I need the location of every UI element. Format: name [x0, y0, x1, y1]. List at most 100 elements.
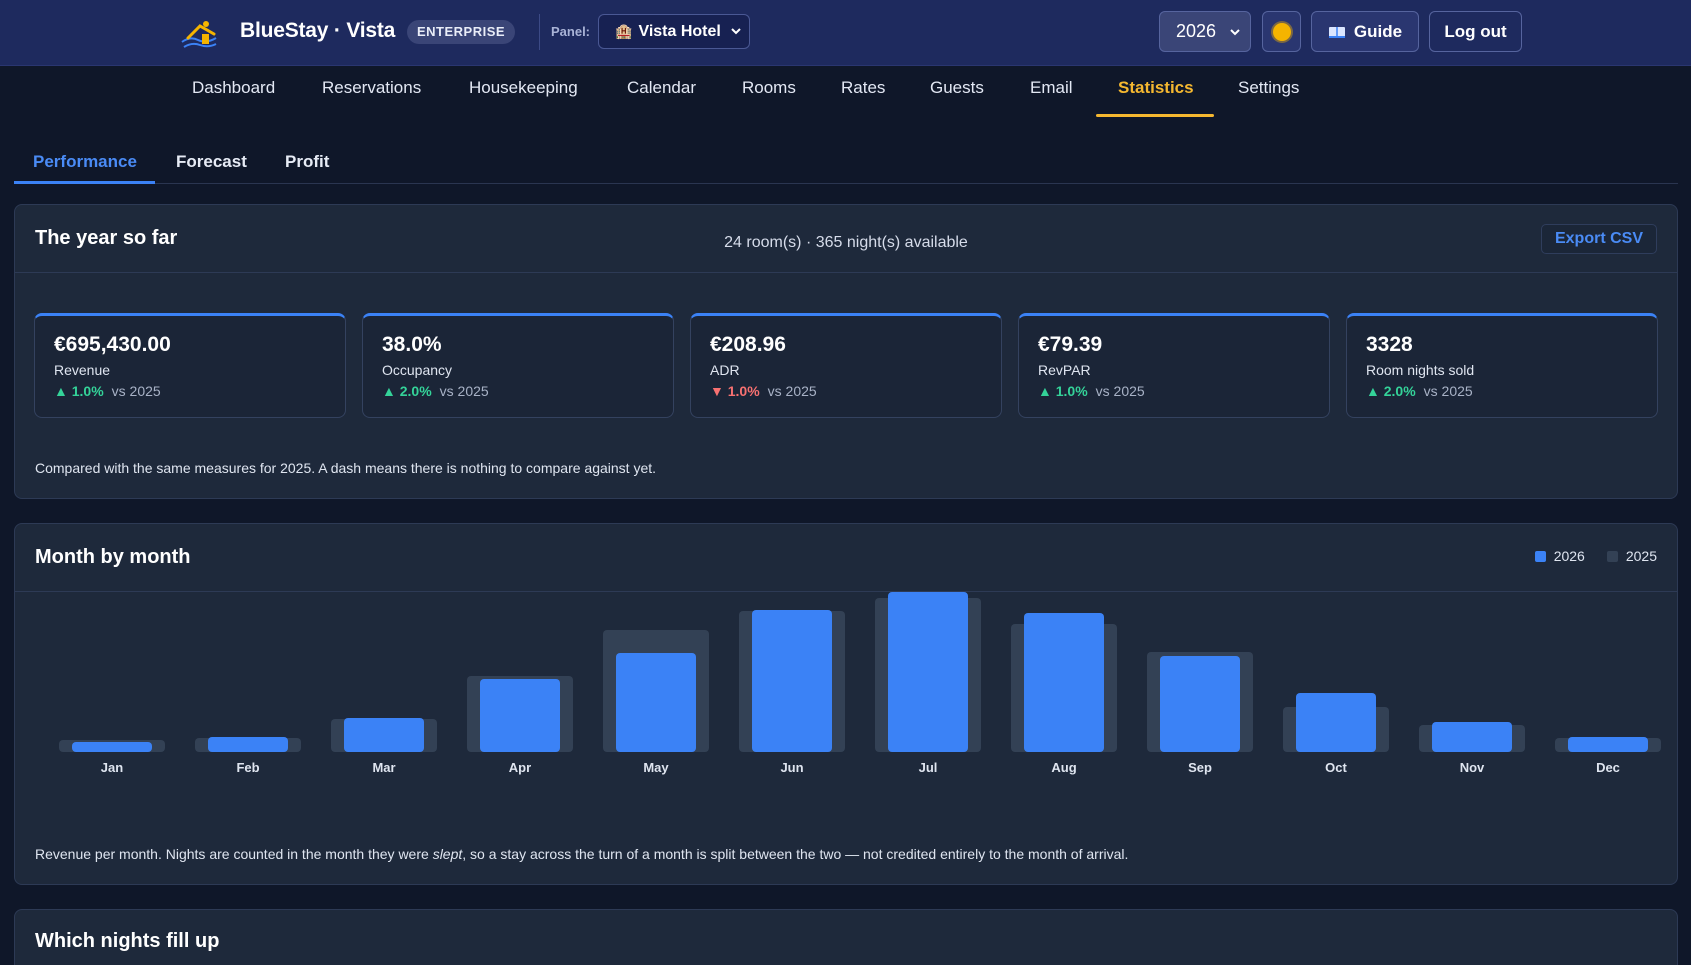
panel-label: Panel: — [551, 24, 591, 39]
nav-settings[interactable]: Settings — [1238, 78, 1300, 97]
chevron-down-icon — [1230, 29, 1240, 36]
guide-button-label: Guide — [1353, 21, 1403, 41]
kpi-adr: €208.96 ADR ▼ 1.0% vs 2025 — [690, 313, 1002, 418]
header-divider — [539, 14, 540, 50]
panel-select-value: Vista Hotel — [638, 22, 721, 40]
guide-button[interactable]: Guide — [1311, 11, 1419, 52]
tab-performance[interactable]: Performance — [33, 152, 137, 171]
x-tick-label: Jun — [780, 760, 803, 775]
export-csv-button[interactable]: Export CSV — [1540, 224, 1657, 254]
bar-2026-aug — [1024, 613, 1104, 752]
kpi-change: ▲ 2.0% vs 2025 — [382, 383, 489, 399]
plan-badge: ENTERPRISE — [407, 20, 516, 44]
panel-select[interactable]: 🏨 Vista Hotel — [598, 14, 750, 49]
nav-dashboard[interactable]: Dashboard — [192, 78, 276, 97]
tab-profit[interactable]: Profit — [285, 152, 330, 171]
nav-email[interactable]: Email — [1030, 78, 1073, 97]
kpi-label: RevPAR — [1038, 362, 1091, 378]
hotel-icon: 🏨 — [615, 23, 633, 39]
legend-label: 2025 — [1625, 548, 1657, 564]
theme-toggle-button[interactable] — [1262, 11, 1301, 52]
delta-down: ▼ 1.0% — [710, 383, 760, 399]
legend-item-current: 2026 — [1534, 548, 1585, 564]
x-tick-label: Dec — [1596, 760, 1620, 775]
kpi-change: ▼ 1.0% vs 2025 — [710, 383, 817, 399]
year-so-far-card: The year so far 24 room(s) · 365 night(s… — [14, 204, 1678, 499]
nav-statistics[interactable]: Statistics — [1118, 78, 1194, 97]
card-header: The year so far 24 room(s) · 365 night(s… — [15, 205, 1677, 273]
sub-tabs: Performance Forecast Profit — [14, 140, 1678, 184]
top-bar: BlueStay · Vista ENTERPRISE Panel: 🏨 Vis… — [0, 0, 1691, 66]
main-nav: Dashboard Reservations Housekeeping Cale… — [0, 66, 1691, 117]
kpi-label: Revenue — [54, 362, 111, 378]
bar-2026-sep — [1160, 656, 1240, 752]
kpi-value: €695,430.00 — [54, 333, 171, 356]
brand-name: BlueStay · Vista — [240, 19, 396, 42]
availability-summary: 24 room(s) · 365 night(s) available — [724, 234, 968, 251]
chevron-down-icon — [731, 28, 741, 35]
nav-guests[interactable]: Guests — [930, 78, 984, 97]
x-tick-label: Feb — [236, 760, 259, 775]
year-select[interactable]: 2026 — [1159, 11, 1251, 52]
month-revenue-chart: Jan Feb Mar Apr May Jun Jul Aug Sep Oct Nov Dec — [59, 592, 1661, 775]
delta-value: 1.0% — [71, 383, 104, 399]
comparison-label: vs 2025 — [439, 383, 489, 399]
nav-rates[interactable]: Rates — [841, 78, 886, 97]
delta-value: 2.0% — [1383, 383, 1416, 399]
nav-rooms[interactable]: Rooms — [742, 78, 796, 97]
delta-value: 1.0% — [1055, 383, 1088, 399]
kpi-occupancy: 38.0% Occupancy ▲ 2.0% vs 2025 — [362, 313, 674, 418]
chart-note: Revenue per month. Nights are counted in… — [35, 846, 1128, 862]
bar-2026-jan — [72, 742, 152, 752]
nights-fill-up-card: Which nights fill up — [14, 909, 1678, 965]
card-title: Which nights fill up — [35, 930, 220, 952]
bar-2026-dec — [1568, 737, 1648, 752]
year-select-value: 2026 — [1176, 21, 1217, 41]
kpi-change: ▲ 2.0% vs 2025 — [1366, 383, 1473, 399]
card-header: Month by month 2026 2025 — [15, 524, 1677, 592]
card-title: The year so far — [35, 227, 178, 249]
chart-note-text: Revenue per month. Nights are counted in… — [35, 846, 433, 862]
comparison-label: vs 2025 — [1423, 383, 1473, 399]
logout-button[interactable]: Log out — [1429, 11, 1522, 52]
delta-up: ▲ 2.0% — [1366, 383, 1416, 399]
nav-calendar[interactable]: Calendar — [627, 78, 696, 97]
delta-up: ▲ 1.0% — [54, 383, 104, 399]
kpi-value: €208.96 — [710, 333, 786, 356]
legend-item-previous: 2025 — [1606, 548, 1657, 564]
kpi-change: ▲ 1.0% vs 2025 — [54, 383, 161, 399]
brand-logo-icon — [181, 21, 217, 48]
sun-icon — [1272, 22, 1291, 41]
kpi-value: 3328 — [1366, 333, 1413, 356]
kpi-label: Room nights sold — [1366, 362, 1475, 378]
x-tick-label: Apr — [509, 760, 531, 775]
kpi-label: Occupancy — [382, 362, 453, 378]
month-by-month-card: Month by month 2026 2025 Jan Feb Mar Apr May… — [14, 523, 1678, 885]
bar-2026-mar — [344, 718, 424, 752]
bar-2026-apr — [480, 679, 560, 752]
nav-housekeeping[interactable]: Housekeeping — [469, 78, 578, 97]
delta-up: ▲ 1.0% — [1038, 383, 1088, 399]
bar-2026-jul — [888, 592, 968, 752]
nav-reservations[interactable]: Reservations — [322, 78, 422, 97]
kpi-value: €79.39 — [1038, 333, 1103, 356]
comparison-label: vs 2025 — [111, 383, 161, 399]
legend-swatch — [1534, 550, 1546, 562]
book-icon — [1328, 26, 1345, 38]
kpi-room-nights: 3328 Room nights sold ▲ 2.0% vs 2025 — [1346, 313, 1658, 418]
card-title: Month by month — [35, 546, 191, 568]
x-tick-label: Sep — [1188, 760, 1212, 775]
delta-up: ▲ 2.0% — [382, 383, 432, 399]
chart-note-text: , so a stay across the turn of a month i… — [462, 846, 1129, 862]
delta-value: 2.0% — [399, 383, 432, 399]
x-tick-label: May — [643, 760, 669, 775]
chart-note-emphasis: slept — [432, 846, 463, 862]
kpi-label: ADR — [710, 362, 740, 378]
nav-active-indicator — [1096, 114, 1214, 117]
comparison-note: Compared with the same measures for 2025… — [35, 460, 657, 476]
logout-button-label: Log out — [1444, 21, 1507, 41]
tab-forecast[interactable]: Forecast — [176, 152, 247, 171]
x-tick-label: Jul — [919, 760, 938, 775]
x-tick-label: Jan — [101, 760, 123, 775]
comparison-label: vs 2025 — [1095, 383, 1145, 399]
